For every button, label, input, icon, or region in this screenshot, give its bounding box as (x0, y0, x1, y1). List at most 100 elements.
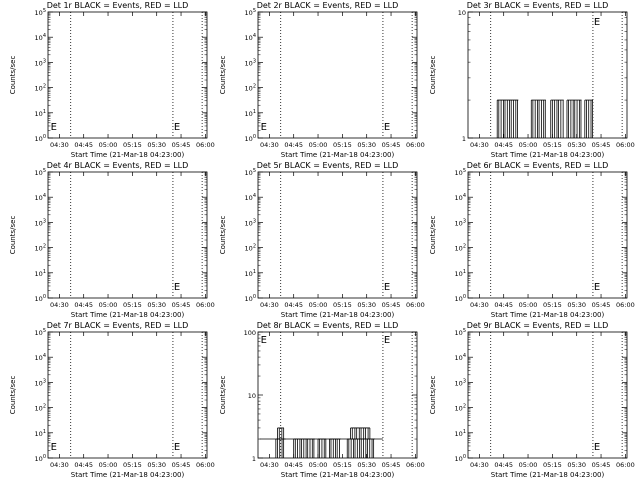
y-tick-label: 100 (455, 294, 466, 303)
x-tick-label: 05:30 (567, 141, 586, 149)
panel-title: Det 9r BLACK = Events, RED = LLD (467, 321, 609, 330)
x-tick-label: 05:45 (172, 141, 191, 149)
event-marker: E (174, 122, 180, 133)
x-tick-label: 05:45 (592, 301, 611, 309)
y-axis-label: Counts/sec (429, 216, 437, 255)
detector-panel-7: Det 7r BLACK = Events, RED = LLD Counts/s… (9, 321, 215, 479)
x-tick-label: 04:30 (50, 461, 69, 469)
y-tick-label: 104 (245, 193, 256, 202)
event-marker: E (594, 442, 600, 453)
detector-panel-3: Det 3r BLACK = Events, RED = LLD Counts/s… (429, 1, 635, 159)
detector-panel-8: Det 8r BLACK = Events, RED = LLD Counts/s… (219, 321, 425, 479)
panel-title: Det 8r BLACK = Events, RED = LLD (257, 321, 399, 330)
y-tick-label: 101 (35, 269, 46, 278)
y-tick-label: 100 (455, 454, 466, 463)
x-tick-label: 05:30 (567, 301, 586, 309)
x-tick-label: 05:00 (99, 141, 118, 149)
y-tick-label: 104 (35, 353, 46, 362)
y-tick-label: 104 (455, 353, 466, 362)
detector-panel-4: Det 4r BLACK = Events, RED = LLD Counts/s… (9, 161, 215, 319)
x-axis-label: Start Time (21-Mar-18 04:23:00) (281, 311, 395, 319)
x-tick-label: 04:45 (284, 461, 303, 469)
y-tick-label: 102 (35, 244, 46, 253)
x-tick-label: 05:15 (333, 141, 352, 149)
x-tick-label: 05:15 (333, 461, 352, 469)
y-axis-label: Counts/sec (219, 376, 227, 415)
x-tick-label: 05:30 (567, 461, 586, 469)
y-tick-label: 100 (35, 134, 46, 143)
x-tick-label: 05:45 (592, 461, 611, 469)
y-tick-label: 100 (245, 294, 256, 303)
y-tick-label: 102 (245, 84, 256, 93)
x-tick-label: 04:45 (74, 141, 93, 149)
y-tick-label: 102 (455, 404, 466, 413)
x-tick-label: 05:00 (99, 461, 118, 469)
event-marker: E (174, 282, 180, 293)
event-marker: E (51, 442, 57, 453)
x-tick-label: 04:45 (494, 141, 513, 149)
x-tick-label: 06:00 (406, 301, 425, 309)
panel-title: Det 6r BLACK = Events, RED = LLD (467, 161, 609, 170)
x-axis-label: Start Time (21-Mar-18 04:23:00) (71, 471, 185, 479)
x-tick-label: 04:45 (284, 301, 303, 309)
plot-frame (257, 171, 418, 299)
detector-panel-6: Det 6r BLACK = Events, RED = LLD Counts/s… (429, 161, 635, 319)
y-tick-label: 103 (35, 378, 46, 387)
y-tick-label: 10 (458, 9, 466, 17)
event-marker: E (384, 335, 390, 346)
detector-panel-9: Det 9r BLACK = Events, RED = LLD Counts/s… (429, 321, 635, 479)
x-tick-label: 05:15 (543, 141, 562, 149)
x-tick-label: 06:00 (196, 141, 215, 149)
y-tick-label: 103 (35, 218, 46, 227)
x-axis-label: Start Time (21-Mar-18 04:23:00) (71, 151, 185, 159)
y-tick-label: 102 (245, 244, 256, 253)
x-tick-label: 05:00 (309, 141, 328, 149)
x-tick-label: 06:00 (196, 301, 215, 309)
event-marker: E (51, 122, 57, 133)
y-tick-label: 104 (455, 193, 466, 202)
x-tick-label: 04:30 (470, 301, 489, 309)
y-tick-label: 103 (35, 58, 46, 67)
x-axis-label: Start Time (21-Mar-18 04:23:00) (281, 471, 395, 479)
x-tick-label: 05:15 (543, 301, 562, 309)
x-tick-label: 05:15 (123, 301, 142, 309)
y-tick-label: 1 (462, 135, 466, 143)
y-axis-label: Counts/sec (429, 376, 437, 415)
x-tick-label: 05:15 (123, 461, 142, 469)
y-tick-label: 103 (245, 218, 256, 227)
x-tick-label: 05:00 (519, 461, 538, 469)
x-axis-label: Start Time (21-Mar-18 04:23:00) (491, 311, 605, 319)
y-tick-label: 1 (252, 455, 256, 463)
x-tick-label: 04:45 (494, 461, 513, 469)
y-tick-label: 100 (35, 294, 46, 303)
plot-frame (467, 171, 628, 299)
x-tick-label: 04:30 (50, 301, 69, 309)
event-marker: E (594, 17, 600, 28)
y-tick-label: 10 (248, 392, 256, 400)
y-tick-label: 100 (35, 454, 46, 463)
y-tick-label: 105 (455, 168, 466, 177)
x-axis-label: Start Time (21-Mar-18 04:23:00) (281, 151, 395, 159)
x-tick-label: 05:45 (172, 301, 191, 309)
x-tick-label: 05:15 (123, 141, 142, 149)
x-tick-label: 06:00 (196, 461, 215, 469)
event-marker: E (174, 442, 180, 453)
y-axis-label: Counts/sec (9, 216, 17, 255)
x-tick-label: 05:00 (309, 301, 328, 309)
y-tick-label: 105 (35, 328, 46, 337)
x-tick-label: 05:00 (519, 301, 538, 309)
x-axis-label: Start Time (21-Mar-18 04:23:00) (491, 471, 605, 479)
y-axis-label: Counts/sec (219, 56, 227, 95)
x-tick-label: 04:30 (260, 301, 279, 309)
y-tick-label: 101 (35, 429, 46, 438)
event-marker: E (261, 122, 267, 133)
panel-title: Det 7r BLACK = Events, RED = LLD (47, 321, 189, 330)
x-tick-label: 05:30 (357, 461, 376, 469)
x-tick-label: 05:30 (147, 461, 166, 469)
x-tick-label: 05:15 (333, 301, 352, 309)
y-tick-label: 105 (455, 328, 466, 337)
y-tick-label: 104 (245, 33, 256, 42)
x-tick-label: 04:45 (494, 301, 513, 309)
